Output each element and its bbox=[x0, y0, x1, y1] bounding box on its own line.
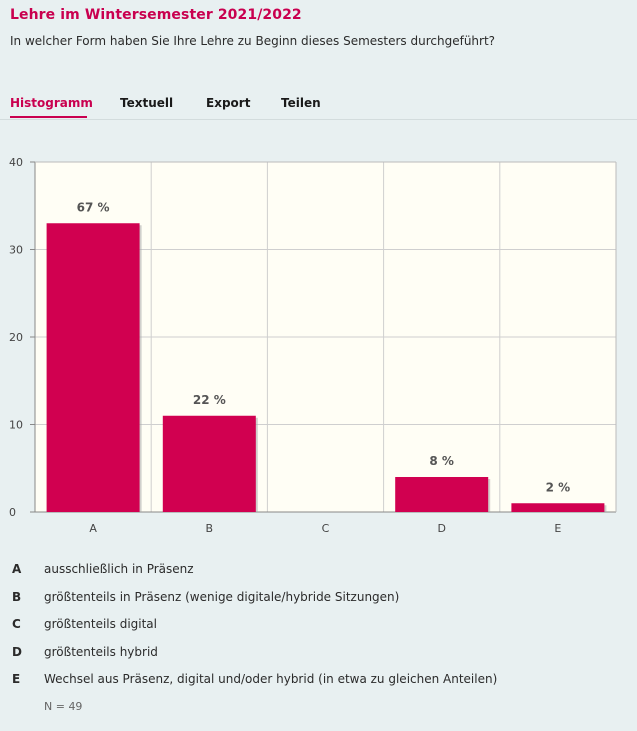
x-tick-label: E bbox=[554, 522, 561, 535]
legend-key: C bbox=[12, 617, 21, 631]
bar-data-label: 2 % bbox=[546, 480, 571, 494]
x-tick-label: C bbox=[322, 522, 330, 535]
sample-size: N = 49 bbox=[44, 700, 83, 713]
y-tick-label: 10 bbox=[9, 419, 23, 432]
legend-key: B bbox=[12, 589, 22, 604]
question-text: In welcher Form haben Sie Ihre Lehre zu … bbox=[10, 34, 496, 48]
y-tick-label: 40 bbox=[9, 156, 23, 169]
tab-textuell[interactable]: Textuell bbox=[120, 96, 174, 110]
page-title: Lehre im Wintersemester 2021/2022 bbox=[10, 7, 302, 23]
y-tick-label: 20 bbox=[9, 331, 23, 344]
legend-key: A bbox=[12, 562, 22, 576]
bar bbox=[511, 503, 605, 512]
legend-text: ausschließlich in Präsenz bbox=[44, 562, 194, 576]
active-tab-underline bbox=[10, 116, 87, 118]
legend-text: größtenteils digital bbox=[44, 617, 157, 631]
y-tick-label: 0 bbox=[9, 506, 16, 519]
legend-key: E bbox=[12, 672, 21, 686]
y-tick-label: 30 bbox=[9, 244, 23, 257]
x-tick-label: A bbox=[89, 522, 97, 535]
bar-data-label: 8 % bbox=[429, 454, 454, 468]
legend-text: größtenteils in Präsenz (wenige digitale… bbox=[44, 589, 400, 604]
legend-key: D bbox=[12, 644, 22, 659]
legend-text: Wechsel aus Präsenz, digital und/oder hy… bbox=[44, 672, 498, 686]
bar-data-label: 67 % bbox=[77, 200, 110, 214]
tab-teilen[interactable]: Teilen bbox=[281, 96, 321, 110]
histogram-chart: 0 10 20 30 40 67 % A 22 % B C 8 % D 2 % E bbox=[9, 156, 617, 535]
tab-divider bbox=[0, 119, 637, 120]
x-tick-label: D bbox=[437, 522, 445, 535]
bar bbox=[395, 477, 489, 512]
bar-data-label: 22 % bbox=[193, 393, 226, 407]
bar bbox=[46, 223, 140, 512]
bar bbox=[162, 415, 256, 512]
x-tick-label: B bbox=[206, 522, 214, 535]
tab-export[interactable]: Export bbox=[206, 96, 251, 110]
tab-histogramm[interactable]: Histogramm bbox=[10, 96, 93, 110]
legend-text: größtenteils hybrid bbox=[44, 644, 158, 659]
